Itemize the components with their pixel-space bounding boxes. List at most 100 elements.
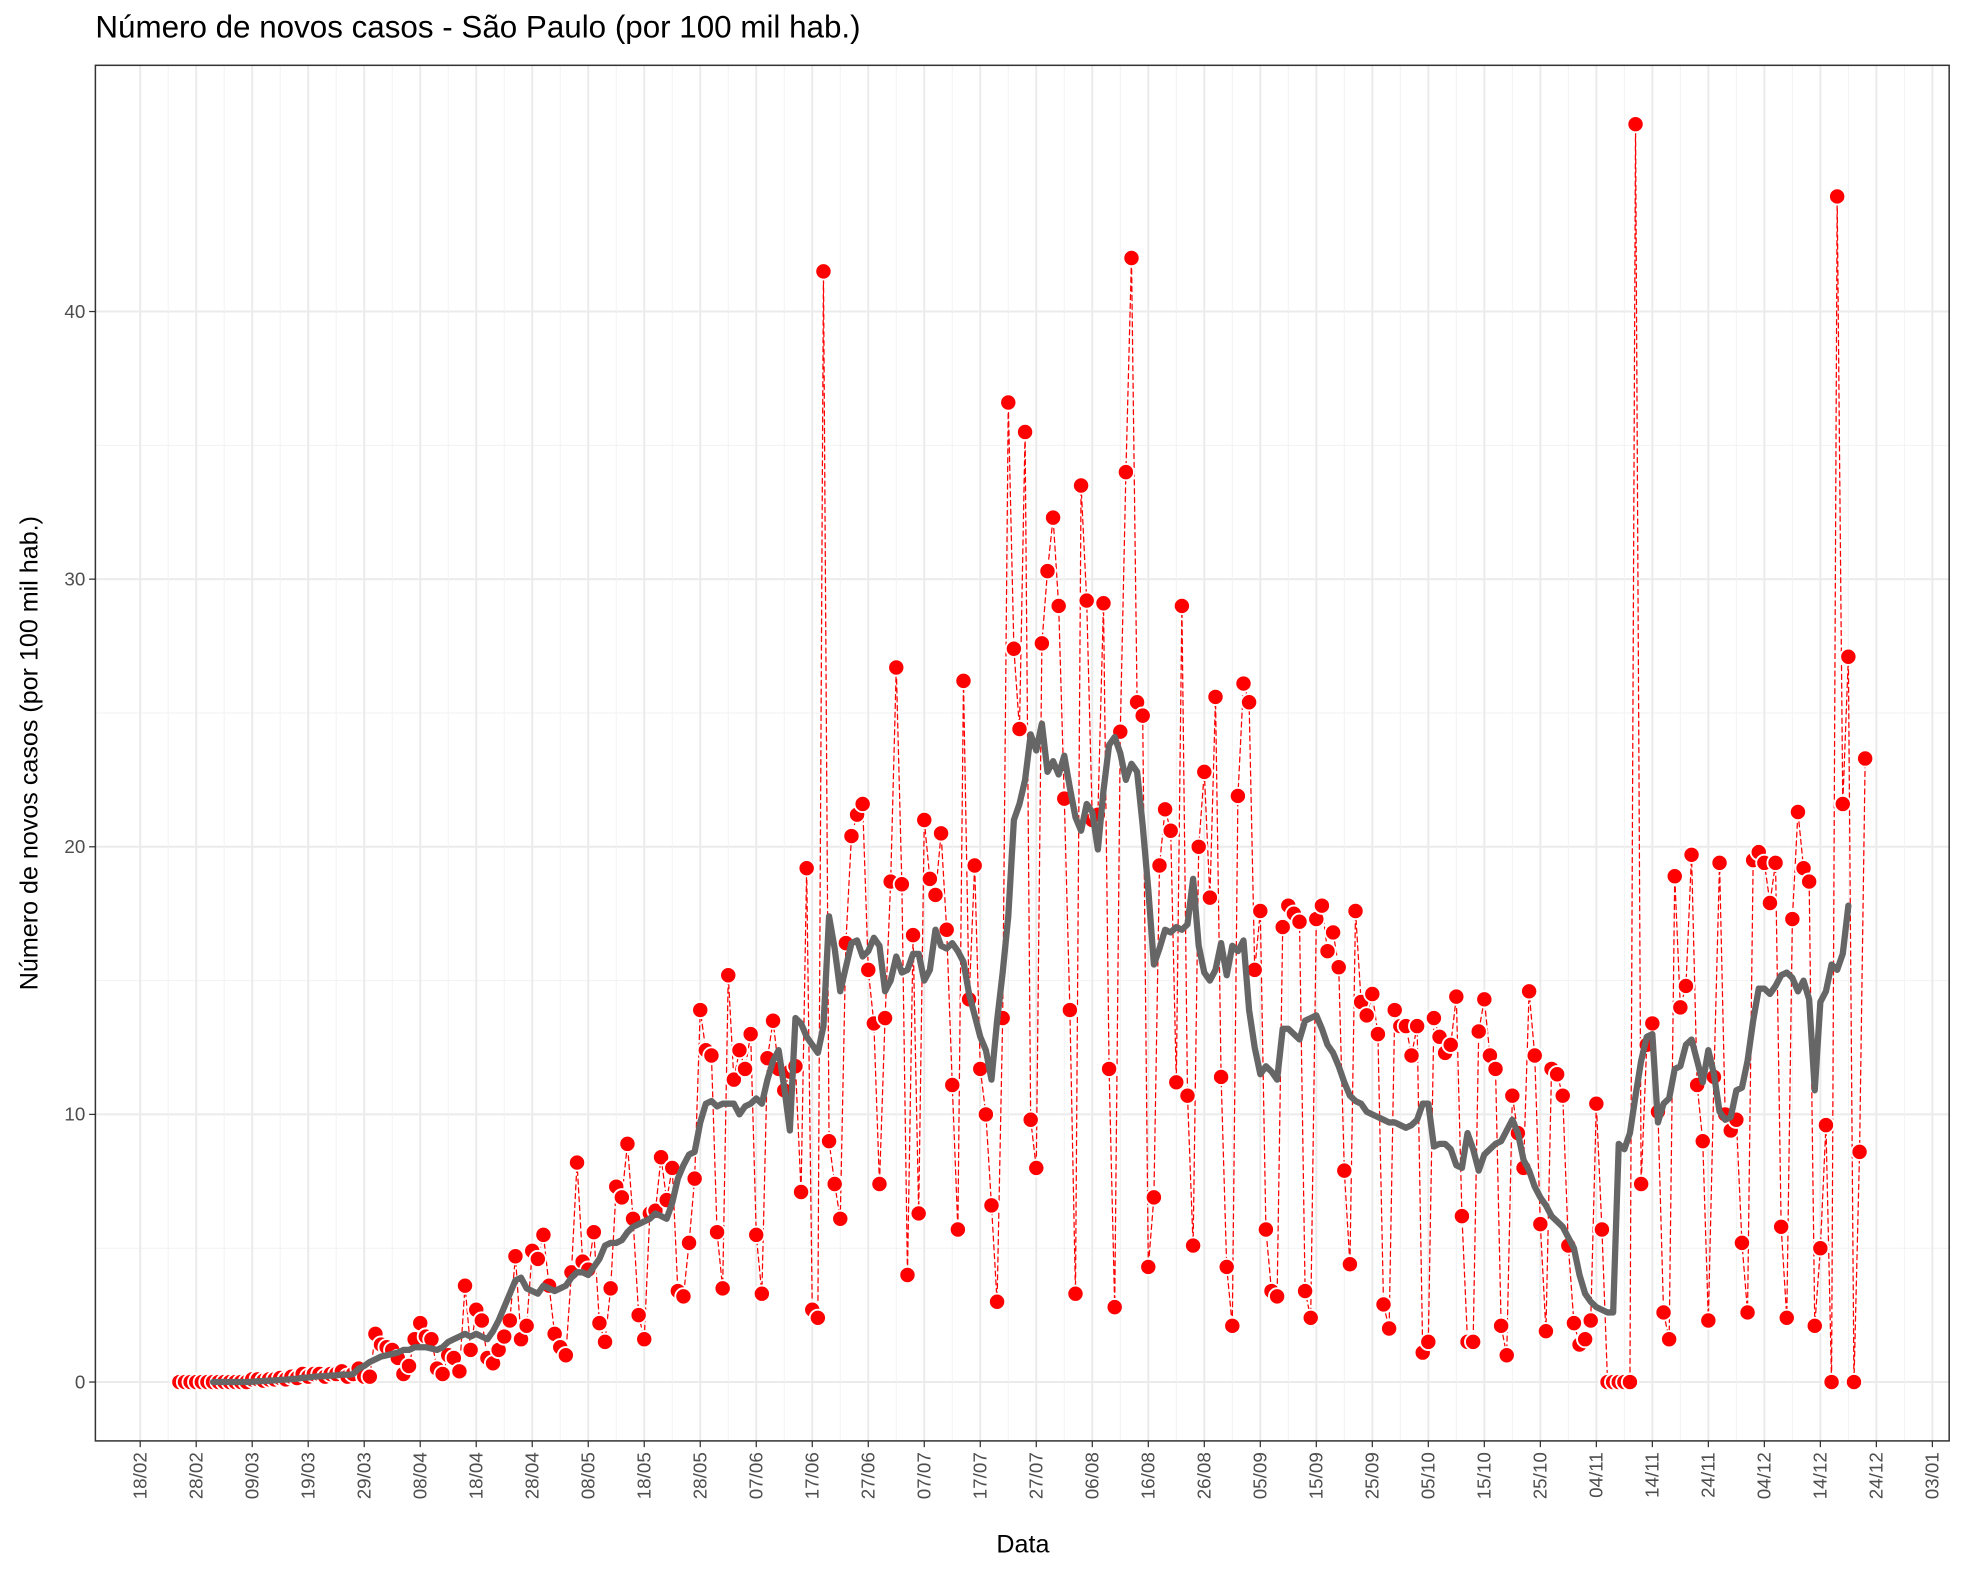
point	[1049, 596, 1068, 616]
point	[1581, 1311, 1600, 1330]
point	[1772, 1217, 1791, 1236]
point	[1833, 794, 1852, 814]
point	[1587, 1094, 1606, 1113]
x-tick-label: 29/03	[353, 1452, 374, 1499]
point	[1839, 647, 1858, 666]
point	[1195, 762, 1214, 781]
point	[1710, 853, 1729, 872]
x-tick-label: 28/05	[690, 1452, 711, 1499]
point	[506, 1247, 525, 1266]
point	[1660, 1330, 1679, 1349]
point	[1564, 1314, 1584, 1333]
point	[1116, 463, 1135, 482]
point	[999, 393, 1018, 412]
point	[1788, 802, 1808, 822]
point	[1217, 1257, 1236, 1277]
point	[1206, 687, 1225, 707]
point	[982, 1196, 1001, 1215]
point	[707, 1223, 727, 1242]
y-tick-label: 20	[64, 836, 85, 857]
point	[1497, 1346, 1516, 1365]
point	[954, 671, 973, 690]
point	[1525, 1046, 1544, 1065]
point	[825, 1174, 844, 1194]
point	[920, 869, 939, 888]
x-tick-label: 24/11	[1698, 1452, 1719, 1498]
point	[1043, 508, 1063, 527]
point	[567, 1153, 587, 1172]
point	[1273, 917, 1292, 937]
point	[1374, 1295, 1393, 1314]
point	[1408, 1016, 1427, 1036]
point	[1447, 987, 1466, 1006]
point	[1777, 1308, 1796, 1327]
point	[943, 1075, 962, 1095]
point	[461, 1340, 480, 1360]
point	[1760, 893, 1780, 913]
x-tick-label: 08/04	[409, 1452, 430, 1499]
point	[819, 1132, 839, 1151]
point	[741, 1025, 760, 1044]
x-tick-label: 07/07	[914, 1452, 935, 1499]
point	[1856, 749, 1875, 768]
x-tick-label: 09/03	[241, 1452, 262, 1499]
point	[797, 859, 816, 878]
point	[859, 960, 878, 979]
point	[1312, 896, 1332, 915]
point	[1032, 634, 1051, 653]
chart-title: Número de novos casos - São Paulo (por 1…	[95, 10, 860, 45]
point	[909, 1204, 928, 1223]
point	[360, 1367, 379, 1386]
point	[1676, 976, 1696, 996]
point	[1492, 1316, 1511, 1335]
point	[1805, 1316, 1824, 1335]
point	[735, 1059, 755, 1079]
point	[808, 1308, 827, 1327]
point	[1077, 591, 1096, 610]
point	[1738, 1303, 1757, 1322]
point	[1301, 1308, 1320, 1327]
point	[1671, 998, 1690, 1017]
x-tick-label: 18/05	[634, 1452, 655, 1499]
point	[1654, 1303, 1673, 1322]
point	[590, 1314, 609, 1333]
point	[1380, 1319, 1399, 1338]
x-tick-label: 03/01	[1922, 1452, 1943, 1499]
point	[534, 1225, 553, 1244]
point	[1424, 1008, 1444, 1028]
point	[556, 1346, 575, 1365]
point	[1122, 248, 1141, 268]
point	[1071, 476, 1091, 495]
x-tick-label: 14/11	[1642, 1452, 1663, 1498]
point	[595, 1332, 615, 1351]
point	[1632, 1174, 1651, 1194]
point	[635, 1330, 654, 1349]
point	[713, 1279, 732, 1298]
point	[892, 875, 911, 894]
point	[1290, 912, 1309, 931]
y-axis-title: Número de novos casos (por 100 mil hab.)	[16, 516, 44, 990]
point	[931, 824, 951, 843]
point	[629, 1306, 648, 1325]
point	[1368, 1025, 1388, 1044]
point	[1161, 821, 1180, 840]
point	[1015, 422, 1035, 442]
point	[1318, 942, 1337, 961]
point	[1105, 1297, 1124, 1317]
point	[853, 794, 872, 814]
point	[1335, 1161, 1354, 1180]
point	[679, 1233, 699, 1252]
point	[1027, 1158, 1046, 1178]
point	[1553, 1086, 1572, 1105]
point	[1402, 1046, 1421, 1065]
point	[1486, 1059, 1505, 1079]
point	[1099, 1059, 1119, 1079]
y-tick-label: 0	[75, 1371, 85, 1392]
point	[1324, 923, 1343, 942]
point	[1167, 1073, 1186, 1092]
point	[1419, 1332, 1438, 1351]
point	[1665, 867, 1684, 886]
point	[1548, 1065, 1567, 1084]
x-tick-label: 26/08	[1194, 1452, 1215, 1499]
